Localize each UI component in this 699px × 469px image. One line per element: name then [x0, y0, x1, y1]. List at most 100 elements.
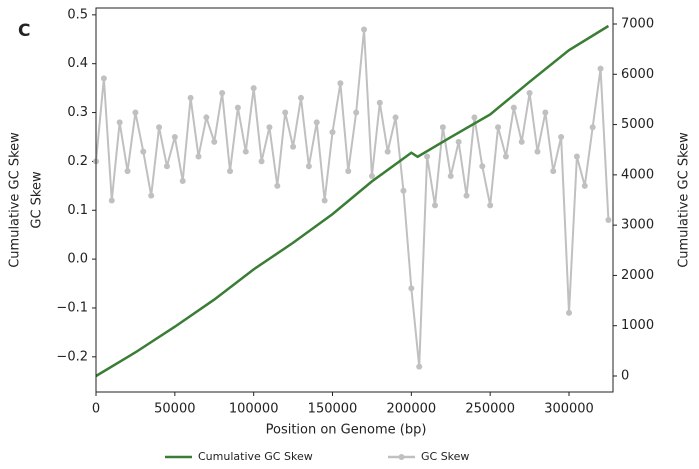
- data-point: [163, 163, 170, 170]
- data-point: [345, 168, 352, 175]
- y-tick-label: 0.1: [67, 203, 88, 218]
- data-point: [479, 163, 486, 170]
- data-point: [431, 202, 438, 209]
- x-axis-label: Position on Genome (bp): [266, 423, 427, 438]
- data-point: [337, 80, 344, 87]
- y-tick-label: 0.4: [67, 56, 88, 71]
- data-point: [542, 109, 549, 116]
- data-point: [526, 90, 533, 97]
- data-point: [140, 148, 147, 155]
- data-point: [148, 192, 155, 199]
- legend-label: GC Skew: [421, 450, 469, 463]
- data-point: [518, 138, 525, 145]
- data-point: [487, 202, 494, 209]
- data-point: [100, 75, 107, 82]
- panel-label: C: [18, 21, 30, 41]
- data-point: [447, 173, 454, 180]
- data-point: [566, 309, 573, 316]
- y-tick-label: 0.3: [67, 105, 88, 120]
- y2-tick-label: 7000: [621, 16, 654, 31]
- y-tick-label: −0.2: [56, 349, 88, 364]
- data-point: [250, 85, 257, 92]
- data-point: [297, 94, 304, 101]
- y2-tick-label: 2000: [621, 268, 654, 283]
- data-point: [234, 104, 241, 111]
- y2-tick-label: 0: [621, 369, 629, 384]
- data-point: [274, 182, 281, 189]
- x-tick-label: 150000: [308, 402, 358, 417]
- data-point: [108, 197, 115, 204]
- y2-tick-label: 1000: [621, 318, 654, 333]
- data-point: [408, 285, 415, 292]
- data-point: [573, 153, 580, 160]
- x-tick-label: 0: [92, 402, 100, 417]
- data-point: [439, 124, 446, 131]
- x-tick-label: 300000: [544, 402, 594, 417]
- data-point: [368, 173, 375, 180]
- data-point: [361, 26, 368, 33]
- plot-frame: [95, 7, 614, 393]
- y2-tick-label: 3000: [621, 218, 654, 233]
- data-point: [219, 90, 226, 97]
- data-point: [376, 99, 383, 106]
- data-point: [179, 177, 186, 184]
- legend-label: Cumulative GC Skew: [198, 450, 313, 463]
- data-point: [124, 168, 131, 175]
- y-tick-label: 0.0: [67, 252, 88, 267]
- data-point: [132, 109, 139, 116]
- y-axis-label: Cumulative GC Skew: [8, 132, 23, 268]
- data-point: [321, 197, 328, 204]
- data-point: [416, 363, 423, 370]
- legend-marker: [398, 454, 405, 460]
- data-point: [187, 94, 194, 101]
- data-point: [266, 124, 273, 131]
- data-point: [305, 163, 312, 170]
- data-point: [589, 124, 596, 131]
- series-line: [95, 29, 610, 367]
- data-point: [203, 114, 210, 121]
- data-point: [392, 114, 399, 121]
- x-tick-label: 100000: [229, 402, 279, 417]
- data-point: [282, 109, 289, 116]
- data-point: [510, 104, 517, 111]
- data-point: [400, 187, 407, 194]
- data-point: [116, 119, 123, 126]
- y2-tick-label: 6000: [621, 67, 654, 82]
- data-point: [534, 148, 541, 155]
- data-point: [558, 133, 565, 140]
- x-tick-label: 250000: [465, 402, 515, 417]
- data-point: [211, 138, 218, 145]
- data-point: [502, 153, 509, 160]
- data-point: [471, 114, 478, 121]
- data-point: [329, 129, 336, 136]
- data-point: [156, 124, 163, 131]
- y-tick-label: 0.2: [67, 154, 88, 169]
- y-tick-label: 0.5: [67, 7, 88, 22]
- series-line: [95, 24, 610, 378]
- data-point: [313, 119, 320, 126]
- y2-tick-label: 4000: [621, 167, 654, 182]
- y-tick-label: −0.1: [56, 300, 88, 315]
- data-point: [597, 65, 604, 72]
- data-point: [242, 148, 249, 155]
- data-point: [171, 133, 178, 140]
- data-point: [550, 168, 557, 175]
- data-point: [424, 153, 431, 160]
- data-point: [353, 109, 360, 116]
- data-point: [463, 192, 470, 199]
- y-axis-label: GC Skew: [30, 171, 45, 229]
- data-point: [581, 182, 588, 189]
- data-point: [605, 217, 612, 224]
- y2-axis-label: Cumulative GC Skew: [677, 132, 692, 268]
- data-point: [258, 158, 265, 165]
- x-tick-label: 50000: [154, 402, 195, 417]
- data-point: [495, 124, 502, 131]
- data-point: [195, 153, 202, 160]
- data-point: [290, 143, 297, 150]
- x-tick-label: 200000: [387, 402, 437, 417]
- data-point: [455, 138, 462, 145]
- data-point: [227, 168, 234, 175]
- y2-tick-label: 5000: [621, 117, 654, 132]
- data-point: [384, 148, 391, 155]
